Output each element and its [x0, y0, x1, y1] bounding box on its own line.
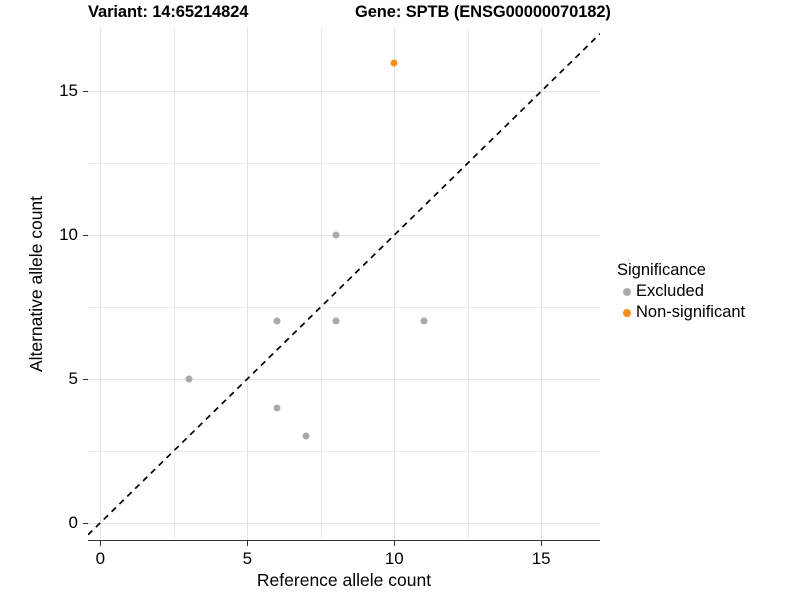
y-tick-label-15: 15 — [59, 81, 78, 101]
x-tick-label-5: 5 — [242, 549, 253, 568]
x-tick-15 — [541, 541, 543, 546]
gridline-vertical-0 — [100, 28, 102, 540]
data-point — [185, 375, 192, 383]
data-point — [420, 317, 428, 325]
data-point — [332, 317, 339, 325]
plot-panel — [88, 28, 600, 540]
data-point — [390, 59, 398, 66]
gridline-horizontal-2.5 — [88, 450, 600, 452]
y-axis-title: Alternative allele count — [26, 195, 46, 373]
legend-item-non-significant[interactable]: Non-significant — [617, 302, 745, 323]
legend-title: Significance — [617, 261, 706, 279]
x-tick-10 — [394, 541, 396, 546]
gridline-vertical-10 — [394, 28, 396, 540]
data-point — [273, 317, 281, 325]
gene-title: Gene: SPTB (ENSG00000070182) — [355, 3, 611, 21]
x-tick-label-0: 0 — [95, 549, 106, 568]
gridline-vertical-15 — [541, 28, 543, 540]
diagonal-reference-line — [88, 33, 600, 536]
legend-key-dot-icon — [617, 303, 636, 322]
x-tick-label-10: 10 — [384, 549, 404, 568]
y-tick-5 — [83, 378, 88, 381]
x-tick-label-15: 15 — [531, 549, 551, 568]
gridline-horizontal-7.5 — [88, 307, 600, 308]
gridline-vertical-12.5 — [467, 28, 469, 540]
x-axis-title: Reference allele count — [256, 570, 432, 590]
gridline-horizontal-12.5 — [88, 163, 600, 165]
x-axis-line — [88, 540, 600, 542]
data-point — [302, 432, 310, 440]
gridline-vertical-7.5 — [320, 28, 322, 540]
legend-item-excluded[interactable]: Excluded — [617, 281, 745, 302]
legend: Significance Excluded Non-significant — [617, 260, 745, 323]
variant-title: Variant: 14:65214824 — [88, 3, 249, 21]
y-tick-15 — [83, 91, 88, 93]
gridline-horizontal-5 — [88, 378, 600, 380]
data-point — [273, 404, 281, 412]
gridline-vertical-5 — [247, 28, 249, 540]
x-tick-0 — [100, 541, 102, 546]
y-tick-0 — [83, 522, 88, 524]
y-tick-10 — [83, 235, 88, 237]
y-tick-label-10: 10 — [59, 225, 78, 245]
y-tick-label-5: 5 — [68, 368, 78, 388]
legend-label: Excluded — [636, 282, 704, 300]
chart-title-row: Variant: 14:65214824 Gene: SPTB (ENSG000… — [0, 0, 620, 26]
gridline-horizontal-15 — [88, 91, 600, 93]
legend-items: Excluded Non-significant — [617, 281, 745, 323]
legend-key-dot-icon — [617, 282, 636, 301]
gridline-horizontal-0 — [88, 522, 600, 524]
data-point — [332, 231, 339, 239]
gridline-vertical-2.5 — [173, 28, 175, 540]
legend-label: Non-significant — [636, 303, 746, 321]
y-tick-label-0: 0 — [68, 512, 78, 532]
x-tick-5 — [247, 541, 249, 546]
gridline-horizontal-10 — [88, 235, 600, 237]
